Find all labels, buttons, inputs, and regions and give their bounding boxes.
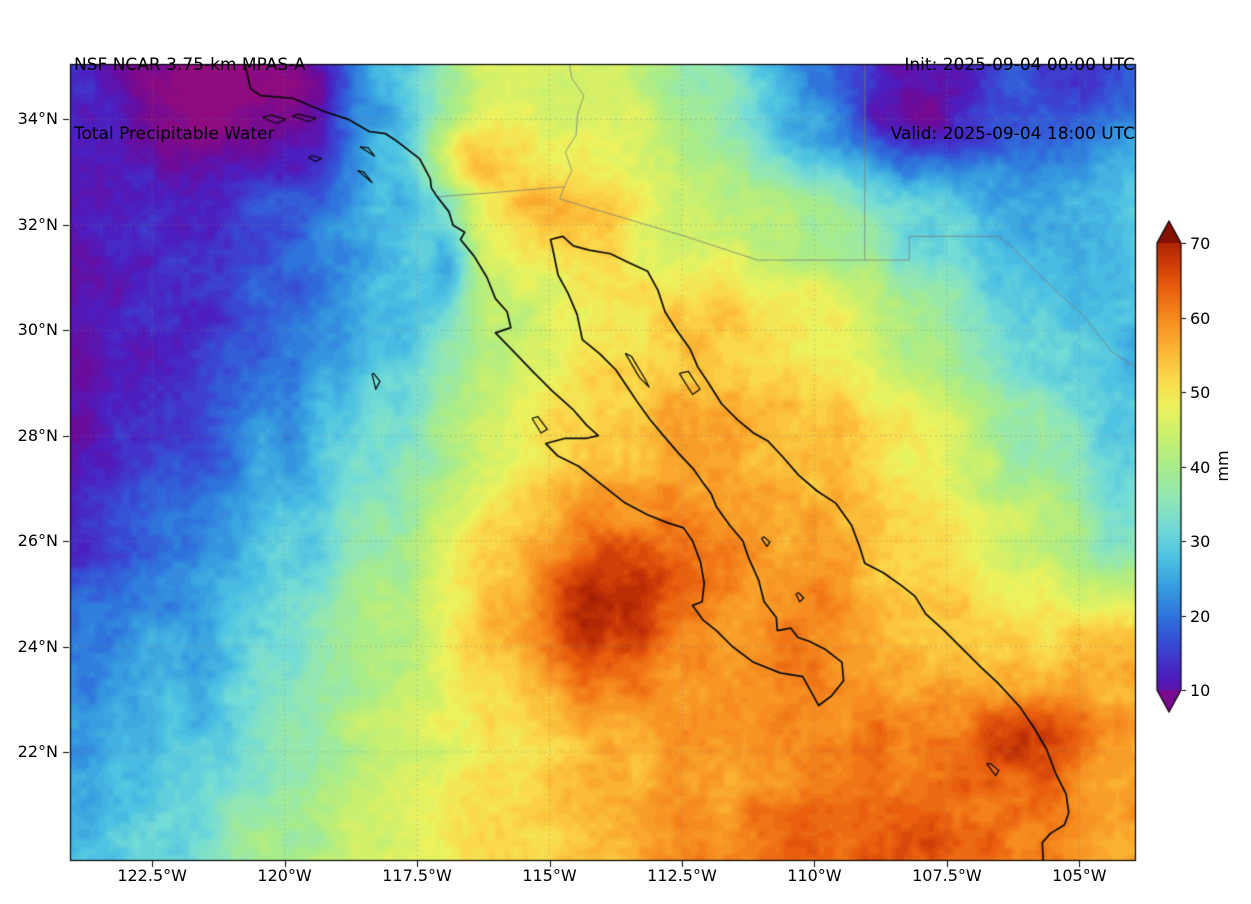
y-tick-label: 34°N [17, 109, 58, 129]
colorbar-unit-label: mm [1213, 450, 1232, 482]
y-tick-label: 22°N [17, 741, 58, 761]
colorbar-tick-label: 50 [1190, 382, 1211, 402]
valid-time-label: Valid: 2025-09-04 18:00 UTC [890, 124, 1135, 144]
title-block-right: Init: 2025-09-04 00:00 UTC Valid: 2025-0… [891, 8, 1135, 192]
x-tick-label: 122.5°W [117, 866, 187, 885]
x-tick-label: 112.5°W [647, 866, 717, 885]
x-tick-label: 105°W [1052, 866, 1107, 885]
model-title: NSF NCAR 3.75-km MPAS-A [74, 55, 306, 75]
init-time-label: Init: 2025-09-04 00:00 UTC [904, 55, 1135, 75]
x-tick-label: 110°W [787, 866, 842, 885]
y-tick-label: 32°N [17, 214, 58, 234]
colorbar-tick-label: 40 [1190, 457, 1211, 477]
x-tick-label: 120°W [257, 866, 312, 885]
colorbar-tick-label: 70 [1190, 233, 1211, 253]
colorbar-tick-label: 30 [1190, 531, 1211, 551]
title-block-left: NSF NCAR 3.75-km MPAS-A Total Precipitab… [74, 8, 306, 192]
x-tick-label: 117.5°W [382, 866, 452, 885]
y-tick-label: 26°N [17, 531, 58, 551]
y-tick-label: 28°N [17, 425, 58, 445]
colorbar-tick-label: 20 [1190, 606, 1211, 626]
colorbar-tick-label: 10 [1190, 680, 1211, 700]
y-tick-label: 24°N [17, 636, 58, 656]
x-tick-label: 107.5°W [912, 866, 982, 885]
y-tick-label: 30°N [17, 320, 58, 340]
colorbar-tick-label: 60 [1190, 308, 1211, 328]
x-tick-label: 115°W [522, 866, 577, 885]
product-title: Total Precipitable Water [74, 124, 275, 144]
